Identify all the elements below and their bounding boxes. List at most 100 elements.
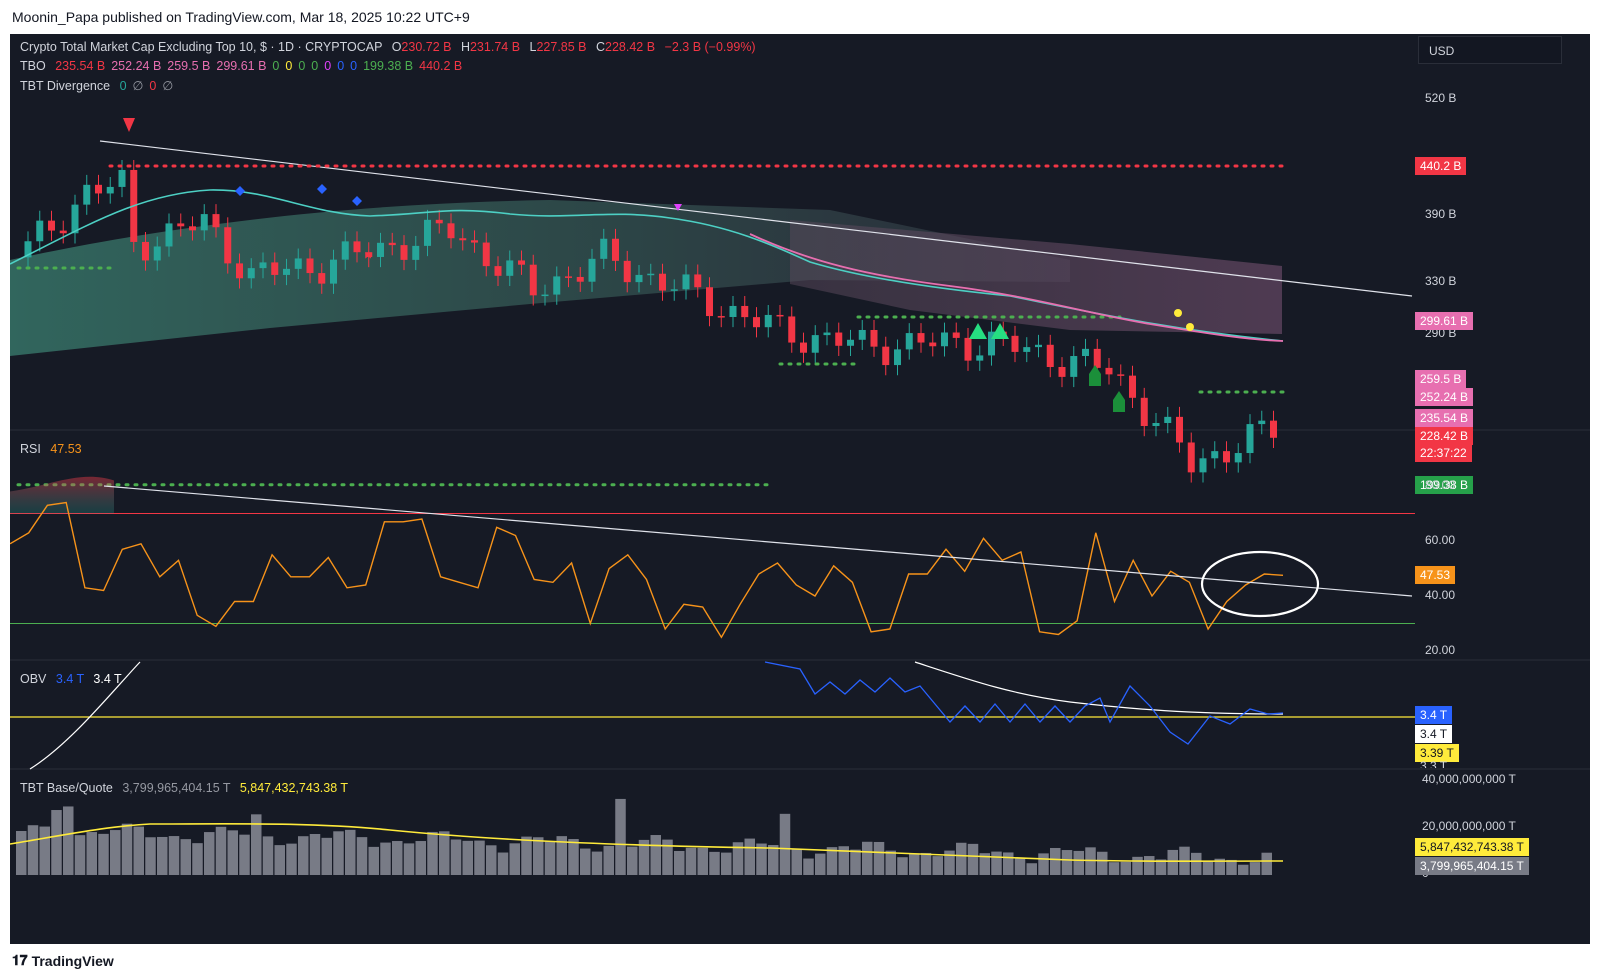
base-quote-bar (1073, 850, 1084, 875)
candle-up (200, 214, 208, 231)
candle-up (588, 258, 596, 282)
candle-down (212, 214, 220, 228)
candle-up (283, 268, 290, 275)
candle-up (1199, 458, 1207, 473)
tbo-legend-value: 235.54 B (55, 59, 106, 73)
base-quote-bar (415, 841, 426, 875)
base-quote-bar (1014, 858, 1026, 875)
base-quote-bar (157, 836, 168, 875)
base-quote-bar (779, 813, 791, 875)
base-quote-bar (838, 846, 849, 875)
price-label: 228.42 B (1415, 426, 1474, 445)
base-quote-bar (768, 845, 779, 875)
base-quote-bar (944, 850, 955, 875)
base-quote-bar (133, 826, 144, 875)
rsi-trendline (103, 485, 1413, 597)
base-quote-bar (1120, 861, 1131, 875)
candle-up (1258, 420, 1266, 425)
base-quote-bar (1097, 851, 1108, 875)
legend-close: 228.42 B (605, 40, 656, 54)
base-quote-legend-v2: 5,847,432,743.38 T (239, 781, 349, 795)
obv-value-label: 3.4 T (1415, 725, 1453, 743)
base-quote-bar (920, 852, 932, 875)
base-quote-bar (1003, 852, 1014, 875)
tbt-divergence-legend[interactable]: TBT Divergence 0 ∅ 0 ∅ (20, 78, 173, 93)
candle-down (435, 219, 443, 224)
base-quote-bar (486, 845, 497, 875)
base-quote-bar (685, 847, 697, 875)
base-quote-bar (1214, 858, 1225, 875)
candle-up (894, 349, 901, 366)
base-quote-legend-v1: 3,799,965,404.15 T (122, 781, 231, 795)
candle-up (976, 355, 984, 361)
base-quote-bar (16, 831, 27, 875)
base-quote-bar (756, 843, 767, 875)
candle-down (776, 314, 784, 317)
tradingview-logo-icon: 𝟏𝟕 (12, 952, 28, 968)
candle-up (635, 274, 643, 283)
base-quote-bar (662, 839, 673, 875)
candle-up (682, 274, 690, 290)
obv-ma-line (914, 661, 1284, 715)
candle-down (318, 273, 326, 284)
base-quote-bar (544, 840, 556, 875)
currency-selector[interactable]: USD (1418, 36, 1562, 64)
obv-ma-line (29, 661, 141, 770)
base-quote-bar (650, 835, 661, 875)
tbo-legend-value: 0 (337, 59, 345, 73)
base-quote-bar (638, 839, 650, 875)
base-quote-bar (1026, 863, 1037, 875)
obv-legend-v2: 3.4 T (93, 672, 122, 686)
cross-marker: × (364, 247, 372, 263)
legend-c-label: C (596, 40, 606, 54)
candle-down (1105, 367, 1113, 375)
base-quote-bar (239, 834, 250, 875)
candle-down (612, 238, 619, 261)
candle-up (729, 305, 737, 317)
base-quote-bar (1261, 852, 1272, 875)
rsi-legend[interactable]: RSI 47.53 (20, 442, 82, 456)
candle-down (1176, 416, 1183, 443)
base-quote-bar (603, 845, 614, 875)
tbt-divergence-value: ∅ (162, 79, 174, 93)
rsi-axis-tick: 20.00 (1425, 643, 1456, 657)
obv-value-label: 3.39 T (1415, 744, 1459, 762)
base-quote-legend[interactable]: TBT Base/Quote 3,799,965,404.15 T 5,847,… (20, 781, 348, 795)
base-quote-bar (98, 833, 109, 875)
base-quote-bar (897, 857, 908, 875)
tbo-legend-value: 259.5 B (167, 59, 211, 73)
base-quote-bar (321, 837, 332, 875)
candle-up (811, 335, 819, 353)
base-quote-bar (909, 853, 920, 875)
candle-up (294, 258, 302, 269)
base-quote-bar (956, 842, 967, 875)
buy-arrow-marker (1113, 391, 1125, 412)
base-quote-bar (462, 840, 473, 875)
base-quote-bar (192, 843, 203, 875)
base-quote-bar (873, 841, 885, 875)
yellow-dot-marker (1174, 309, 1182, 317)
base-quote-bar (1167, 849, 1178, 875)
yellow-dot-marker (1186, 323, 1194, 331)
tbo-legend-value: 299.61 B (216, 59, 267, 73)
tradingview-logo[interactable]: 𝟏𝟕 TradingView (12, 952, 114, 969)
candle-down (659, 273, 666, 291)
candle-up (764, 314, 772, 328)
tbo-legend-value: 0 (298, 59, 306, 73)
tradingview-brand: TradingView (31, 952, 114, 969)
chart-canvas[interactable]: × (10, 34, 1590, 944)
base-quote-axis-tick: 40,000,000,000 T (1422, 772, 1516, 786)
candle-down (1187, 442, 1195, 473)
base-quote-bar (356, 837, 368, 875)
obv-legend[interactable]: OBV 3.4 T 3.4 T (20, 672, 122, 686)
candle-up (600, 238, 608, 259)
obv-legend-name: OBV (20, 672, 47, 686)
chart-frame[interactable]: × Crypto Total Market Cap Excluding Top … (10, 34, 1590, 961)
candle-down (142, 241, 149, 261)
base-quote-bar (815, 853, 826, 875)
footer-bar: 𝟏𝟕 TradingView (0, 944, 1600, 977)
tbo-legend-name: TBO (20, 59, 46, 73)
candle-up (71, 204, 79, 234)
candle-down (471, 240, 478, 243)
